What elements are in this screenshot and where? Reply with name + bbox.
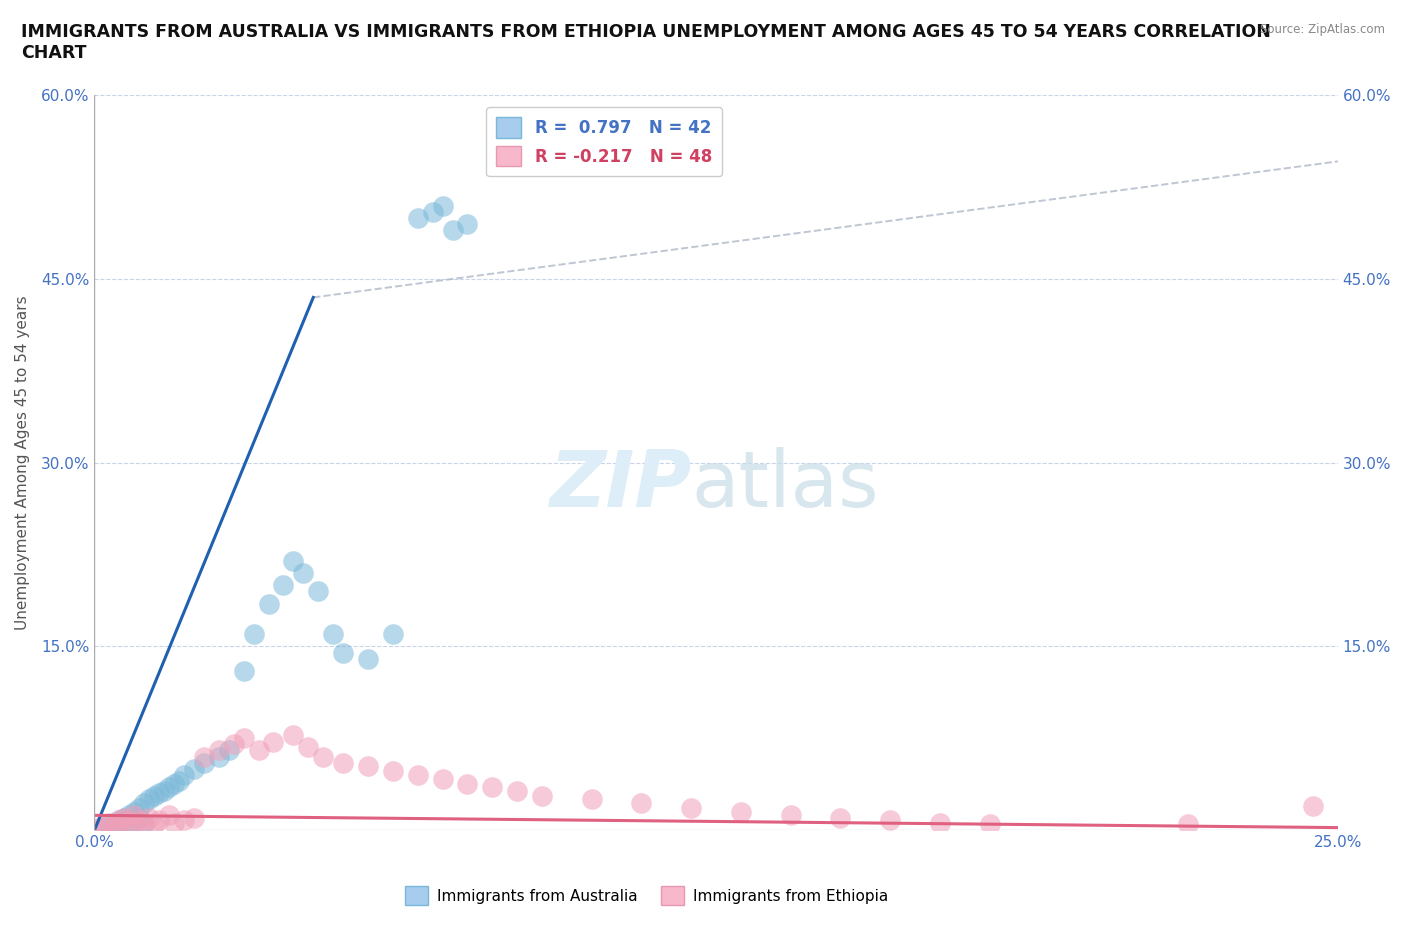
Point	[128, 813, 150, 828]
Point	[208, 743, 231, 758]
Point	[247, 743, 270, 758]
Point	[89, 820, 111, 835]
Point	[307, 584, 329, 599]
Point	[283, 553, 305, 568]
Point	[157, 808, 180, 823]
Point	[98, 816, 121, 830]
Text: ZIP: ZIP	[548, 446, 692, 523]
Point	[183, 810, 205, 825]
Point	[183, 762, 205, 777]
Point	[506, 783, 529, 798]
Point	[630, 796, 652, 811]
Point	[381, 627, 404, 642]
Point	[432, 198, 454, 213]
Point	[218, 743, 240, 758]
Point	[163, 816, 186, 830]
Point	[98, 817, 121, 831]
Point	[122, 808, 145, 823]
Point	[283, 727, 305, 742]
Point	[208, 750, 231, 764]
Point	[153, 783, 176, 798]
Point	[108, 817, 131, 831]
Point	[879, 813, 901, 828]
Point	[581, 792, 603, 807]
Point	[1177, 817, 1199, 831]
Point	[167, 774, 190, 789]
Point	[108, 819, 131, 834]
Point	[273, 578, 295, 592]
Point	[928, 816, 950, 830]
Point	[297, 739, 319, 754]
Point	[93, 817, 115, 832]
Point	[143, 817, 166, 832]
Point	[332, 645, 354, 660]
Point	[481, 779, 503, 794]
Point	[322, 627, 344, 642]
Text: atlas: atlas	[692, 446, 879, 523]
Point	[122, 813, 145, 828]
Point	[357, 651, 380, 666]
Point	[108, 813, 131, 828]
Point	[112, 810, 135, 825]
Point	[112, 810, 135, 825]
Point	[193, 755, 215, 770]
Point	[128, 810, 150, 825]
Point	[122, 817, 145, 832]
Point	[134, 796, 156, 811]
Point	[242, 627, 264, 642]
Point	[422, 205, 444, 219]
Legend: R =  0.797   N = 42, R = -0.217   N = 48: R = 0.797 N = 42, R = -0.217 N = 48	[486, 107, 721, 177]
Point	[103, 819, 125, 834]
Point	[406, 767, 429, 782]
Point	[332, 755, 354, 770]
Point	[292, 565, 315, 580]
Point	[93, 820, 115, 835]
Point	[134, 816, 156, 830]
Point	[118, 814, 141, 829]
Point	[108, 813, 131, 828]
Point	[1302, 798, 1324, 813]
Point	[148, 786, 170, 801]
Point	[173, 767, 195, 782]
Point	[456, 217, 478, 232]
Text: IMMIGRANTS FROM AUSTRALIA VS IMMIGRANTS FROM ETHIOPIA UNEMPLOYMENT AMONG AGES 45: IMMIGRANTS FROM AUSTRALIA VS IMMIGRANTS …	[21, 23, 1271, 62]
Point	[122, 804, 145, 819]
Point	[128, 801, 150, 816]
Point	[441, 222, 464, 237]
Point	[830, 810, 852, 825]
Legend: Immigrants from Australia, Immigrants from Ethiopia: Immigrants from Australia, Immigrants fr…	[399, 881, 894, 911]
Point	[134, 817, 156, 831]
Point	[143, 789, 166, 804]
Point	[357, 759, 380, 774]
Point	[730, 804, 752, 819]
Point	[138, 810, 160, 825]
Text: Source: ZipAtlas.com: Source: ZipAtlas.com	[1260, 23, 1385, 36]
Point	[681, 801, 703, 816]
Point	[263, 735, 285, 750]
Point	[456, 776, 478, 790]
Point	[232, 663, 254, 678]
Point	[530, 789, 553, 804]
Point	[979, 817, 1001, 831]
Point	[148, 813, 170, 828]
Y-axis label: Unemployment Among Ages 45 to 54 years: Unemployment Among Ages 45 to 54 years	[15, 296, 30, 630]
Point	[312, 750, 335, 764]
Point	[222, 737, 245, 751]
Point	[193, 750, 215, 764]
Point	[779, 808, 801, 823]
Point	[232, 731, 254, 746]
Point	[157, 779, 180, 794]
Point	[163, 776, 186, 790]
Point	[118, 816, 141, 830]
Point	[118, 808, 141, 823]
Point	[406, 210, 429, 225]
Point	[173, 813, 195, 828]
Point	[138, 792, 160, 807]
Point	[257, 596, 280, 611]
Point	[432, 771, 454, 786]
Point	[103, 817, 125, 832]
Point	[381, 764, 404, 778]
